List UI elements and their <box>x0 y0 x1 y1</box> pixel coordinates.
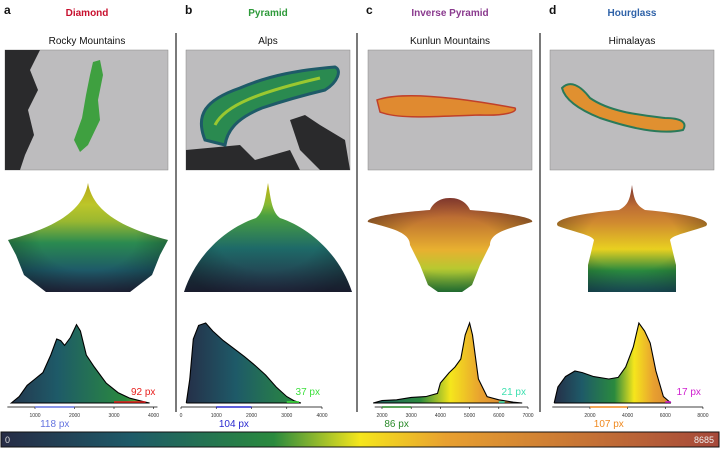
x-tick-label: 2000 <box>69 413 80 419</box>
x-tick-label: 4000 <box>435 413 446 419</box>
range-name: Alps <box>258 36 277 47</box>
shape-title: Inverse Pyramid <box>411 8 488 19</box>
histogram-1: 0 1000 2000 3000 4000 104 px 37 px <box>180 322 328 430</box>
pixel-span-label: 37 px <box>296 387 320 398</box>
panel-a-header: a Diamond Rocky Mountains <box>4 3 125 47</box>
pixel-span-label: 104 px <box>219 419 249 430</box>
panel-c-header: c Inverse Pyramid Kunlun Mountains <box>366 3 490 47</box>
x-tick-label: 7000 <box>522 413 533 419</box>
x-tick-label: 3000 <box>108 413 119 419</box>
histogram-area <box>553 321 672 404</box>
pixel-span-label: 86 px <box>384 419 408 430</box>
histogram-3: 2000 4000 6000 8000 107 px 17 px <box>552 321 709 430</box>
x-tick-label: 6000 <box>660 413 671 419</box>
histograms: 1000 2000 3000 4000 118 px 92 px 0 1000 2000 3000… <box>7 321 709 430</box>
panel-letter: d <box>549 3 556 17</box>
range-name: Rocky Mountains <box>49 36 126 47</box>
solid-hourglass <box>557 185 707 292</box>
x-tick-label: 3000 <box>406 413 417 419</box>
solid-diamond <box>8 183 168 292</box>
solid-inverse-pyramid <box>367 198 533 292</box>
panel-letter: b <box>185 3 192 17</box>
pixel-span-label: 92 px <box>131 387 155 398</box>
map-alps <box>185 49 351 171</box>
colorbar-min-label: 0 <box>5 435 10 445</box>
x-tick-label: 4000 <box>622 413 633 419</box>
colorbar-gradient <box>0 431 720 448</box>
colorbar: 0 8685 <box>0 431 720 448</box>
pixel-span-label: 118 px <box>40 419 69 430</box>
x-tick-label: 2000 <box>376 413 387 419</box>
solid-pyramid <box>184 183 352 292</box>
panel-letter: c <box>366 3 373 17</box>
histogram-2: 2000 3000 4000 5000 6000 7000 86 px 21 px <box>373 321 534 430</box>
x-tick-label: 4000 <box>148 413 159 419</box>
map-kunlun-mountains <box>367 49 533 171</box>
histogram-0: 1000 2000 3000 4000 118 px 92 px <box>7 323 159 430</box>
histogram-area <box>9 323 150 404</box>
map-rocky-mountains <box>4 49 169 171</box>
panel-letter: a <box>4 3 11 17</box>
x-tick-label: 4000 <box>316 413 327 419</box>
x-tick-label: 1000 <box>211 413 222 419</box>
panel-d-header: d Hourglass Himalayas <box>549 3 657 47</box>
range-name: Kunlun Mountains <box>410 36 490 47</box>
x-tick-label: 8000 <box>697 413 708 419</box>
histogram-area <box>373 321 523 404</box>
x-tick-label: 3000 <box>281 413 292 419</box>
range-name: Himalayas <box>609 36 656 47</box>
x-tick-label: 5000 <box>464 413 475 419</box>
shape-title: Diamond <box>66 8 109 19</box>
x-tick-label: 6000 <box>493 413 504 419</box>
x-tick-label: 1000 <box>29 413 40 419</box>
x-tick-label: 2000 <box>584 413 595 419</box>
x-tick-label: 0 <box>180 413 183 419</box>
panel-b-header: b Pyramid Alps <box>185 3 288 47</box>
colorbar-max-label: 8685 <box>694 435 714 445</box>
x-tick-label: 2000 <box>246 413 257 419</box>
shape-title: Hourglass <box>608 8 657 19</box>
pixel-span-label: 107 px <box>594 419 624 430</box>
shape-title: Pyramid <box>248 8 287 19</box>
histogram-area <box>185 322 302 404</box>
pixel-span-label: 17 px <box>676 387 700 398</box>
pixel-span-label: 21 px <box>502 387 526 398</box>
map-himalayas <box>549 49 715 171</box>
